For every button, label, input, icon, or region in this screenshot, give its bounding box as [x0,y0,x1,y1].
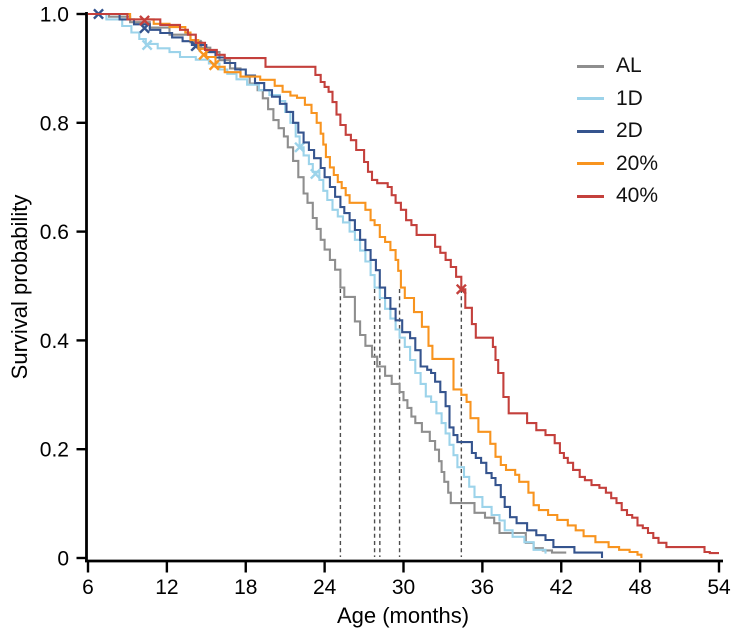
censor-mark-1D [309,168,321,180]
survival-curve-2D [88,12,604,558]
legend-item-1D: 1D [577,83,658,116]
x-tick-label: 30 [392,576,415,599]
survival-curve-40% [88,12,719,555]
y-tick-label: 0 [57,548,69,571]
censor-mark-40% [139,15,150,26]
y-tick-label: 0.2 [40,439,69,462]
censor-mark-1D [294,141,306,153]
legend-label-1D: 1D [616,86,643,110]
y-tick-label: 0.6 [40,221,69,244]
x-axis-title: Age (months) [336,603,470,628]
survival-curve-1D [88,12,547,554]
x-tick-label: 18 [234,576,257,599]
legend-item-40%: 40% [577,180,658,213]
y-axis-title: Survival probability [7,194,32,380]
legend-swatch-AL [577,64,604,68]
x-tick-label: 36 [471,576,494,599]
legend-swatch-20% [577,162,604,166]
legend-label-AL: AL [616,54,642,78]
legend-item-AL: AL [577,50,658,83]
legend-label-20%: 20% [616,151,659,175]
legend-swatch-2D [577,129,604,133]
y-tick-label: 0.4 [40,330,70,353]
x-tick-label: 42 [550,576,573,599]
legend: AL 1D 2D 20% 40% [577,50,658,213]
survival-curve-20% [88,12,643,558]
x-tick-label: 12 [155,576,178,599]
x-tick-label: 48 [628,576,651,599]
legend-item-2D: 2D [577,115,658,148]
censor-mark-20% [198,49,210,61]
censor-mark-20% [208,59,220,71]
y-tick-label: 0.8 [40,112,69,135]
x-tick-label: 54 [707,576,731,599]
y-tick-label: 1.0 [40,4,69,27]
legend-label-2D: 2D [616,119,643,143]
legend-item-20%: 20% [577,148,658,181]
censor-mark-40% [455,283,467,295]
censor-mark-1D [141,39,153,51]
x-tick-label: 6 [82,576,94,599]
legend-swatch-1D [577,97,604,101]
legend-swatch-40% [577,194,604,198]
x-tick-label: 24 [313,576,337,599]
legend-label-40%: 40% [616,184,659,208]
survival-curve-AL [88,12,567,554]
